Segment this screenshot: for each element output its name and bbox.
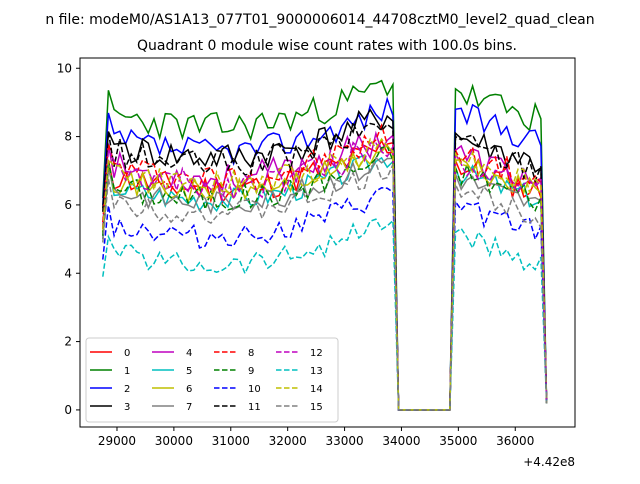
legend-label-15: 15: [310, 402, 323, 413]
figure-suptitle: n file: modeM0/AS1A13_077T01_9000006014_…: [45, 12, 594, 28]
plot-frame: [79, 57, 576, 428]
x-tick-label: 32000: [269, 434, 307, 448]
series-layer: [102, 79, 548, 411]
y-tick-label: 2: [64, 335, 72, 349]
y-axis: 0 2 4 6 8 10: [57, 61, 80, 417]
series-line-14: [102, 137, 548, 411]
legend-label-0: 0: [124, 348, 130, 359]
y-tick-label: 0: [64, 403, 72, 417]
legend-label-1: 1: [124, 366, 130, 377]
legend-label-5: 5: [186, 366, 192, 377]
legend-label-12: 12: [310, 348, 323, 359]
legend-label-9: 9: [248, 366, 254, 377]
x-tick-label: 35000: [439, 434, 477, 448]
legend-label-11: 11: [248, 402, 261, 413]
legend-label-4: 4: [186, 348, 192, 359]
legend-label-6: 6: [186, 384, 192, 395]
legend-label-13: 13: [310, 366, 323, 377]
x-tick-label: 34000: [382, 434, 420, 448]
x-offset-label: +4.42e8: [523, 455, 575, 469]
y-tick-label: 10: [57, 61, 72, 75]
chart-title: Quadrant 0 module wise count rates with …: [137, 38, 517, 54]
x-tick-label: 29000: [98, 434, 136, 448]
legend-box: [85, 337, 339, 423]
x-tick-label: 31000: [212, 434, 250, 448]
x-tick-label: 36000: [496, 434, 534, 448]
series-line-12: [102, 141, 548, 411]
series-line-8: [102, 123, 548, 411]
x-tick-label: 30000: [155, 434, 193, 448]
series-line-15: [102, 161, 548, 411]
x-axis: 29000 30000 31000 32000 33000 34000 35000 36000: [98, 427, 534, 448]
series-line-10: [102, 187, 548, 411]
legend-label-10: 10: [248, 384, 261, 395]
series-line-11: [102, 119, 548, 411]
legend-label-8: 8: [248, 348, 254, 359]
y-tick-label: 6: [64, 198, 72, 212]
series-line-13: [102, 218, 548, 411]
legend-label-7: 7: [186, 402, 192, 413]
legend-label-2: 2: [124, 384, 130, 395]
y-tick-label: 8: [64, 130, 72, 144]
x-tick-label: 33000: [325, 434, 363, 448]
series-line-2: [102, 96, 548, 411]
series-line-9: [102, 145, 548, 411]
y-tick-label: 4: [64, 266, 72, 280]
legend-label-3: 3: [124, 402, 130, 413]
legend-label-14: 14: [310, 384, 323, 395]
series-line-1: [102, 79, 548, 411]
